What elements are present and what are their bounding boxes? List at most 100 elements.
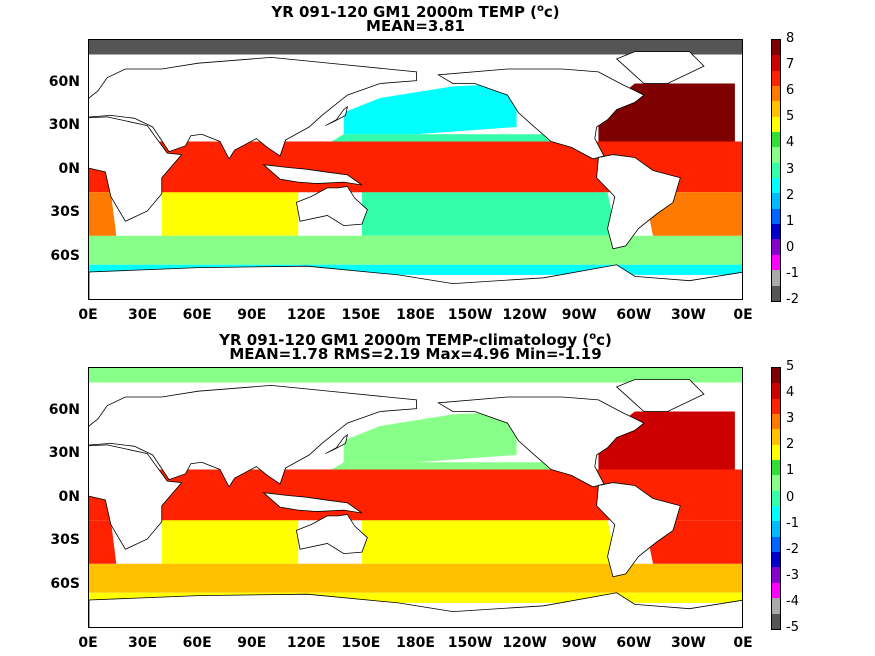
land-outline bbox=[596, 154, 681, 250]
colorbar-tick-label: -1 bbox=[786, 515, 799, 531]
colorbar-swatch bbox=[772, 162, 780, 179]
colorbar-2 bbox=[771, 367, 781, 630]
colorbar-swatch bbox=[772, 208, 780, 225]
x-tick-label: 0E bbox=[78, 307, 98, 323]
y-tick-label: 30S bbox=[50, 532, 80, 548]
x-tick-label: 150W bbox=[447, 307, 493, 323]
x-tick-label: 120W bbox=[502, 635, 547, 651]
y-tick-label: 60S bbox=[50, 575, 80, 592]
y-tick-label: 30N bbox=[48, 445, 80, 461]
y-tick-label: 60N bbox=[48, 73, 80, 90]
land-outline bbox=[596, 482, 681, 578]
x-tick-label: 180E bbox=[396, 635, 435, 651]
y-tick-label: 0N bbox=[58, 488, 80, 505]
land-outline bbox=[89, 444, 183, 550]
colorbar-tick-label: 3 bbox=[786, 411, 795, 427]
map-panel-2 bbox=[88, 367, 743, 628]
region-arctic bbox=[89, 40, 742, 55]
x-tick-label: 150E bbox=[341, 635, 381, 651]
colorbar-swatch bbox=[772, 55, 780, 71]
colorbar-swatch bbox=[772, 101, 780, 117]
region-southern-ocean bbox=[89, 235, 742, 265]
colorbar-swatch bbox=[772, 598, 780, 614]
colorbar-swatch bbox=[772, 567, 780, 583]
region-south-atlantic bbox=[89, 520, 117, 564]
x-tick-label: 120E bbox=[286, 307, 326, 323]
colorbar-tick-label: 8 bbox=[786, 31, 795, 46]
map-svg bbox=[89, 40, 742, 299]
colorbar-swatch bbox=[772, 132, 780, 148]
colorbar-swatch bbox=[772, 398, 780, 415]
land-outline bbox=[615, 51, 705, 84]
land-outline bbox=[89, 384, 417, 488]
land-outline bbox=[89, 116, 183, 222]
land-outline bbox=[295, 186, 368, 227]
x-tick-label: 60W bbox=[616, 307, 652, 323]
x-tick-label: 0E bbox=[733, 307, 753, 323]
x-tick-label: 90W bbox=[561, 635, 597, 651]
colorbar-tick-label: 5 bbox=[786, 109, 795, 125]
region-arctic bbox=[89, 368, 742, 383]
x-tick-label: 180E bbox=[396, 307, 435, 323]
x-tick-label: 120E bbox=[286, 635, 326, 651]
y-tick-label: 60N bbox=[48, 401, 80, 418]
colorbar-swatch bbox=[772, 613, 780, 629]
colorbar-swatch bbox=[772, 536, 780, 553]
x-tick-label: 150E bbox=[341, 307, 381, 323]
colorbar-tick-label: 2 bbox=[786, 437, 795, 453]
land-outline bbox=[89, 264, 742, 299]
y-tick-label: 0N bbox=[58, 160, 80, 177]
colorbar-swatch bbox=[772, 254, 780, 271]
colorbar-swatch bbox=[772, 40, 780, 56]
land-outline bbox=[89, 56, 417, 160]
y-tick-label: 30N bbox=[48, 117, 80, 133]
colorbar-swatch bbox=[772, 490, 780, 507]
colorbar-swatch bbox=[772, 444, 780, 461]
colorbar-swatch bbox=[772, 414, 780, 430]
colorbar-tick-label: -1 bbox=[786, 265, 799, 281]
colorbar-swatch bbox=[772, 116, 780, 133]
map-panel-1 bbox=[88, 39, 743, 300]
colorbar-tick-label: 7 bbox=[786, 57, 795, 73]
x-tick-label: 90E bbox=[237, 635, 267, 651]
colorbar-swatch bbox=[772, 86, 780, 102]
colorbar-tick-label: -5 bbox=[786, 620, 799, 635]
land-outline bbox=[262, 492, 363, 514]
x-tick-label: 90E bbox=[237, 307, 267, 323]
colorbar-swatch bbox=[772, 552, 780, 568]
colorbar-swatch bbox=[772, 429, 780, 445]
x-tick-label: 150W bbox=[447, 635, 493, 651]
colorbar-tick-label: 0 bbox=[786, 239, 795, 255]
x-tick-label: 30W bbox=[670, 307, 706, 323]
chart-subtitle-1: MEAN=3.81 bbox=[366, 17, 465, 35]
x-tick-label: 30E bbox=[128, 307, 158, 323]
region-tropical-atlantic bbox=[89, 469, 742, 521]
colorbar-swatch bbox=[772, 383, 780, 399]
region-south-pacific bbox=[361, 192, 617, 236]
colorbar-swatch bbox=[772, 224, 780, 240]
region-tropical-atlantic bbox=[89, 141, 742, 193]
y-tick-label: 30S bbox=[50, 204, 80, 220]
colorbar-tick-label: 6 bbox=[786, 83, 795, 99]
x-tick-label: 30E bbox=[128, 635, 158, 651]
colorbar-tick-label: 1 bbox=[786, 463, 795, 479]
x-tick-label: 0E bbox=[733, 635, 753, 651]
region-south-pacific bbox=[361, 520, 617, 564]
y-tick-label: 60S bbox=[50, 247, 80, 264]
colorbar-swatch bbox=[772, 582, 780, 599]
region-north-pacific bbox=[343, 83, 517, 135]
chart-subtitle-2: MEAN=1.78 RMS=2.19 Max=4.96 Min=-1.19 bbox=[229, 345, 602, 363]
colorbar-tick-label: -4 bbox=[786, 593, 799, 609]
x-tick-label: 120W bbox=[502, 307, 547, 323]
colorbar-swatch bbox=[772, 178, 780, 194]
land-outline bbox=[325, 433, 348, 454]
colorbar-tick-label: 2 bbox=[786, 187, 795, 203]
x-tick-label: 60E bbox=[182, 307, 212, 323]
map-svg bbox=[89, 368, 742, 627]
colorbar-1 bbox=[771, 39, 781, 302]
x-tick-label: 60E bbox=[182, 635, 212, 651]
land-outline bbox=[295, 514, 368, 555]
chart-title-1: YR 091-120 GM1 2000m TEMP (oc) bbox=[271, 3, 560, 21]
colorbar-swatch bbox=[772, 239, 780, 255]
land-outline bbox=[437, 396, 645, 488]
